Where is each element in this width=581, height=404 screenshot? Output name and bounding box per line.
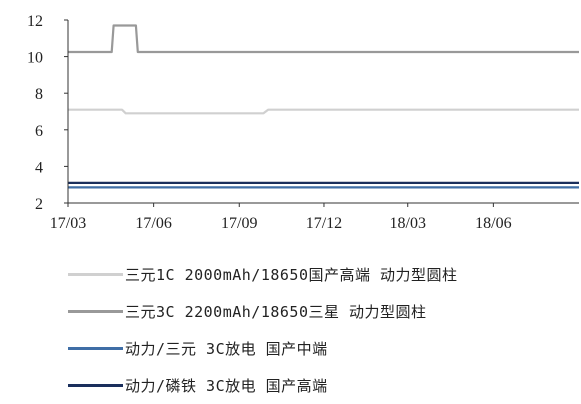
x-tick-label: 18/03 (390, 215, 426, 232)
legend-swatch (68, 384, 123, 387)
x-tick-label: 17/09 (221, 215, 257, 232)
legend-label: 三元3C 2200mAh/18650三星 动力型圆柱 (125, 303, 427, 321)
series-lines (68, 24, 579, 189)
legend-item: 三元3C 2200mAh/18650三星 动力型圆柱 (68, 293, 458, 330)
series-line-1 (68, 108, 579, 115)
y-tick-label: 8 (35, 86, 43, 103)
series-line-2 (68, 24, 579, 54)
legend-swatch (68, 310, 123, 313)
y-tick-label: 6 (35, 123, 43, 140)
legend-label: 三元1C 2000mAh/18650国产高端 动力型圆柱 (125, 266, 458, 284)
y-tick-label: 4 (35, 159, 43, 176)
legend: 三元1C 2000mAh/18650国产高端 动力型圆柱 三元3C 2200mAh… (68, 256, 458, 404)
legend-label: 动力/磷铁 3C放电 国产高端 (125, 377, 328, 395)
x-tick-label: 18/06 (475, 215, 511, 232)
legend-item: 动力/三元 3C放电 国产中端 (68, 330, 458, 367)
legend-item: 三元1C 2000mAh/18650国产高端 动力型圆柱 (68, 256, 458, 293)
y-axis: 2 4 6 8 10 12 (27, 13, 69, 213)
x-tick-label: 17/12 (306, 215, 342, 232)
legend-item: 动力/磷铁 3C放电 国产高端 (68, 367, 458, 404)
y-tick-label: 12 (27, 13, 43, 30)
line-chart: 2 4 6 8 10 12 17/03 17/06 17/09 17/12 18/03 18/06 (27, 13, 579, 232)
y-tick-label: 10 (27, 50, 43, 67)
legend-label: 动力/三元 3C放电 国产中端 (125, 340, 328, 358)
x-tick-label: 17/03 (50, 215, 86, 232)
x-axis: 17/03 17/06 17/09 17/12 18/03 18/06 (50, 202, 579, 232)
legend-swatch (68, 273, 123, 276)
legend-swatch (68, 347, 123, 350)
y-tick-label: 2 (35, 196, 43, 213)
x-tick-label: 17/06 (135, 215, 171, 232)
